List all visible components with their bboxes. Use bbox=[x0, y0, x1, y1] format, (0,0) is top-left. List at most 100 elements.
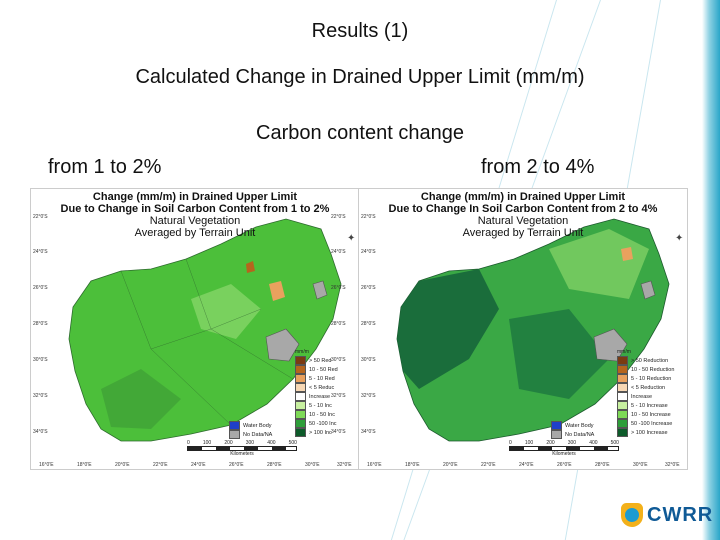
lat-label: 28°0'S bbox=[33, 321, 48, 327]
lon-label: 22°0'E bbox=[153, 462, 168, 468]
scale-units: Kilometers bbox=[552, 451, 576, 457]
legend-item: < 5 Reduc bbox=[295, 383, 355, 392]
lat-label: 32°0'S bbox=[33, 393, 48, 399]
lat-label: 30°0'S bbox=[361, 357, 376, 363]
legend-item: > 100 Inc bbox=[295, 428, 355, 437]
scale-label: 100 bbox=[202, 440, 212, 446]
lon-label: 28°0'E bbox=[267, 462, 282, 468]
lon-label: 18°0'E bbox=[77, 462, 92, 468]
legend-label: 5 - 10 Red bbox=[309, 375, 335, 382]
legend-item: > 50 Reduction bbox=[617, 356, 683, 365]
legend-label: Water Body bbox=[243, 422, 272, 429]
legend-item: 5 - 10 Increase bbox=[617, 401, 683, 410]
legend-item: Water Body bbox=[229, 421, 289, 430]
legend-item: 50 -100 Increase bbox=[617, 419, 683, 428]
lon-label: 20°0'E bbox=[115, 462, 130, 468]
no-data-region bbox=[640, 280, 656, 300]
legend-label: > 100 Inc bbox=[309, 429, 332, 436]
legend-swatch bbox=[617, 392, 628, 401]
lat-label: 22°0'S bbox=[361, 214, 376, 220]
lat-label-right: 34°0'S bbox=[331, 429, 346, 435]
legend-item: 10 - 50 Red bbox=[295, 365, 355, 374]
lat-label: 32°0'S bbox=[361, 393, 376, 399]
legend-label: Increase bbox=[309, 393, 331, 400]
lon-label: 22°0'E bbox=[481, 462, 496, 468]
legend-swatch bbox=[551, 421, 562, 430]
north-arrow-icon: ✦ bbox=[675, 233, 684, 244]
lat-label-right: 26°0'S bbox=[331, 285, 346, 291]
lon-label: 24°0'E bbox=[191, 462, 206, 468]
legend-swatch bbox=[295, 383, 306, 392]
lat-label: 28°0'S bbox=[361, 321, 376, 327]
map-title-line: Due to Change in Soil Carbon Content fro… bbox=[60, 203, 330, 215]
legend-label: No Data/NA bbox=[565, 431, 595, 438]
legend-swatch bbox=[295, 365, 306, 374]
legend-item: 10 - 50 Increase bbox=[617, 410, 683, 419]
scale-line bbox=[509, 446, 619, 451]
lat-label: 34°0'S bbox=[361, 429, 376, 435]
scale-label: 500 bbox=[288, 440, 297, 446]
legend-swatch bbox=[617, 383, 628, 392]
legend-item: Increase bbox=[617, 392, 683, 401]
no-data-region bbox=[265, 328, 300, 362]
map-title-left: Change (mm/m) in Drained Upper Limit Due… bbox=[31, 191, 359, 239]
lon-label: 20°0'E bbox=[443, 462, 458, 468]
map-title-line: Natural Vegetation bbox=[149, 215, 241, 227]
legend-swatch bbox=[295, 428, 306, 437]
legend-label: 10 - 50 Reduction bbox=[631, 366, 675, 373]
scale-label: 400 bbox=[589, 440, 598, 446]
range-label-left: from 1 to 2% bbox=[48, 156, 162, 178]
legend-swatch bbox=[617, 374, 628, 383]
legend-item: 10 - 50 Reduction bbox=[617, 365, 683, 374]
map-title-line: Averaged by Terrain Unit bbox=[462, 227, 584, 239]
no-data-region bbox=[312, 280, 328, 300]
dark-patch bbox=[101, 369, 181, 429]
no-data-region bbox=[593, 328, 628, 362]
scale-bar-right: 0 100 200 300 400 500 Kilometers bbox=[509, 440, 619, 457]
legend-label: 10 - 50 Increase bbox=[631, 411, 671, 418]
lat-label-right: 32°0'S bbox=[331, 393, 346, 399]
legend-item: 10 - 50 Inc bbox=[295, 410, 355, 419]
logo-mark-icon bbox=[621, 503, 643, 527]
legend-item: 5 - 10 Red bbox=[295, 374, 355, 383]
legend-swatch bbox=[295, 392, 306, 401]
light-patch bbox=[191, 284, 261, 339]
map-legend-left: mm/m > 50 Red 10 - 50 Red 5 - 10 Red < 5… bbox=[295, 349, 355, 437]
legend-label: > 50 Red bbox=[309, 357, 332, 364]
lat-label: 24°0'S bbox=[361, 249, 376, 255]
lon-label: 30°0'E bbox=[633, 462, 648, 468]
legend-item: No Data/NA bbox=[551, 430, 611, 439]
lon-label: 16°0'E bbox=[39, 462, 54, 468]
reduction-patch bbox=[246, 261, 255, 273]
lat-label-right: 22°0'S bbox=[331, 214, 346, 220]
legend-label: > 50 Reduction bbox=[631, 357, 669, 364]
legend-swatch bbox=[229, 430, 240, 439]
lon-label: 32°0'E bbox=[337, 462, 352, 468]
legend-swatch bbox=[551, 430, 562, 439]
logo-text: CWRR bbox=[647, 503, 714, 526]
north-arrow-icon: ✦ bbox=[347, 233, 356, 244]
legend-swatch bbox=[617, 428, 628, 437]
legend-title: mm/m bbox=[617, 349, 631, 355]
legend-swatch bbox=[229, 421, 240, 430]
scale-bar-left: 0 100 200 300 400 500 Kilometers bbox=[187, 440, 297, 457]
lon-label: 30°0'E bbox=[305, 462, 320, 468]
legend-label: 5 - 10 Reduction bbox=[631, 375, 672, 382]
lon-label: 32°0'E bbox=[665, 462, 680, 468]
scale-label: 0 bbox=[509, 440, 512, 446]
legend-item: No Data/NA bbox=[229, 430, 289, 439]
map-legend-extra-left: Water Body No Data/NA bbox=[229, 421, 289, 439]
legend-label: 10 - 50 Inc bbox=[309, 411, 335, 418]
legend-label: 50 -100 Increase bbox=[631, 420, 673, 427]
map-title-line: Change (mm/m) in Drained Upper Limit bbox=[420, 191, 626, 203]
lon-label: 26°0'E bbox=[229, 462, 244, 468]
legend-label: 5 - 10 Inc bbox=[309, 402, 332, 409]
range-label-right: from 2 to 4% bbox=[481, 156, 595, 178]
map-title-line: Due to Change In Soil Carbon Content fro… bbox=[388, 203, 658, 215]
legend-swatch bbox=[295, 374, 306, 383]
light-patch bbox=[549, 229, 649, 299]
decorative-accent-band bbox=[702, 0, 720, 540]
lat-label-right: 30°0'S bbox=[331, 357, 346, 363]
legend-item: Water Body bbox=[551, 421, 611, 430]
map-image-left bbox=[68, 218, 342, 442]
